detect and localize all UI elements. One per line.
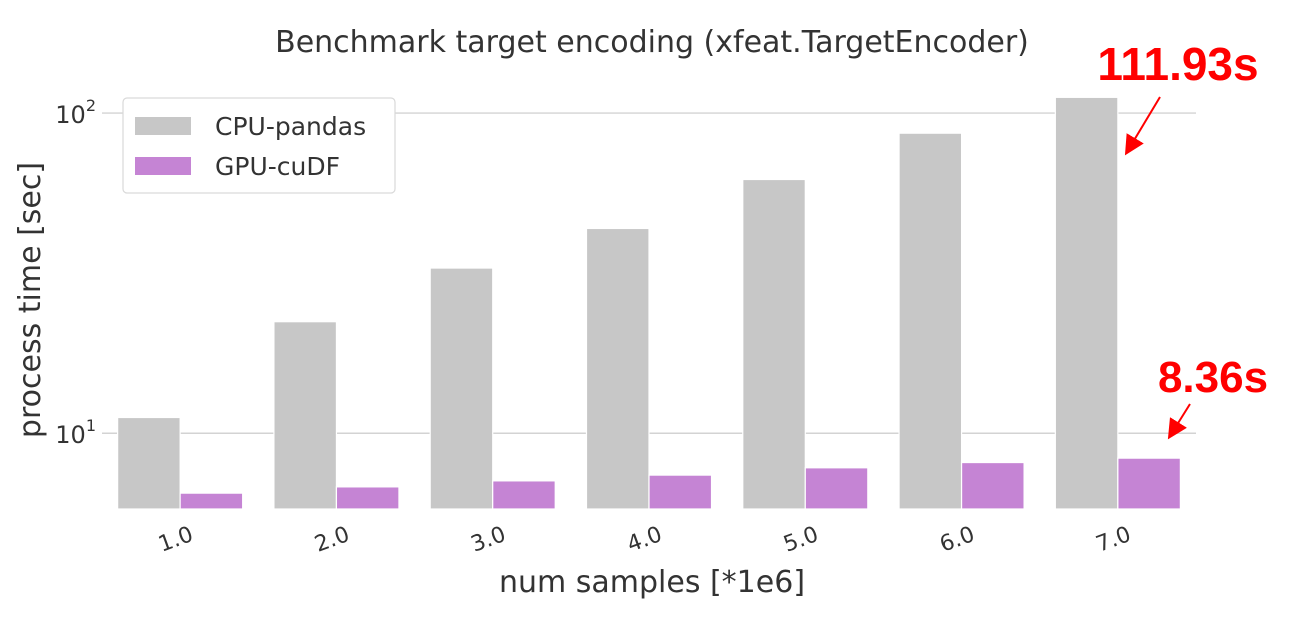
- bars: [117, 96, 1181, 510]
- bar-gpu-0: [179, 492, 244, 510]
- bar-gpu-3: [648, 474, 713, 510]
- chart-title: Benchmark target encoding (xfeat.TargetE…: [275, 25, 1029, 60]
- bar-cpu-4: [742, 178, 806, 510]
- x-tick-label-3: 4.0: [624, 522, 665, 557]
- y-tick-label-1: 102: [55, 96, 96, 129]
- bar-cpu-1: [273, 321, 338, 510]
- x-tick-label-1: 2.0: [311, 522, 352, 557]
- y-axis-ticks: 101 102: [55, 96, 96, 449]
- annotations: 111.93s 8.36s: [1097, 38, 1268, 440]
- x-axis-ticks: 1.0 2.0 3.0 4.0 5.0 6.0 7.0: [155, 522, 1134, 557]
- x-tick-label-4: 5.0: [780, 522, 821, 557]
- bar-gpu-6: [1117, 457, 1181, 510]
- legend-label-0: CPU-pandas: [215, 112, 366, 141]
- y-axis-label: process time [sec]: [13, 162, 48, 438]
- annotation-label-1: 8.36s: [1158, 353, 1268, 402]
- annotation-arrow-1: [1167, 403, 1191, 440]
- bar-gpu-2: [492, 480, 556, 510]
- bar-cpu-3: [585, 227, 650, 510]
- annotation-label-0: 111.93s: [1097, 38, 1258, 90]
- x-axis-label: num samples [*1e6]: [499, 565, 805, 600]
- y-tick-label-0: 101: [55, 416, 96, 449]
- x-tick-label-6: 7.0: [1093, 522, 1134, 557]
- x-tick-label-2: 3.0: [468, 522, 509, 557]
- bar-cpu-6: [1054, 96, 1119, 510]
- x-tick-label-0: 1.0: [155, 522, 196, 557]
- bar-cpu-5: [898, 132, 963, 510]
- bar-cpu-0: [117, 416, 181, 510]
- legend-label-1: GPU-cuDF: [215, 152, 340, 181]
- x-tick-label-5: 6.0: [937, 522, 978, 557]
- legend-swatch-0: [135, 117, 191, 135]
- bar-gpu-4: [804, 467, 869, 510]
- legend: CPU-pandas GPU-cuDF: [122, 97, 396, 194]
- bar-gpu-5: [960, 461, 1025, 510]
- annotation-arrow-0: [1124, 96, 1161, 156]
- bar-cpu-2: [429, 267, 494, 510]
- legend-swatch-1: [135, 157, 191, 175]
- bar-gpu-1: [335, 486, 400, 510]
